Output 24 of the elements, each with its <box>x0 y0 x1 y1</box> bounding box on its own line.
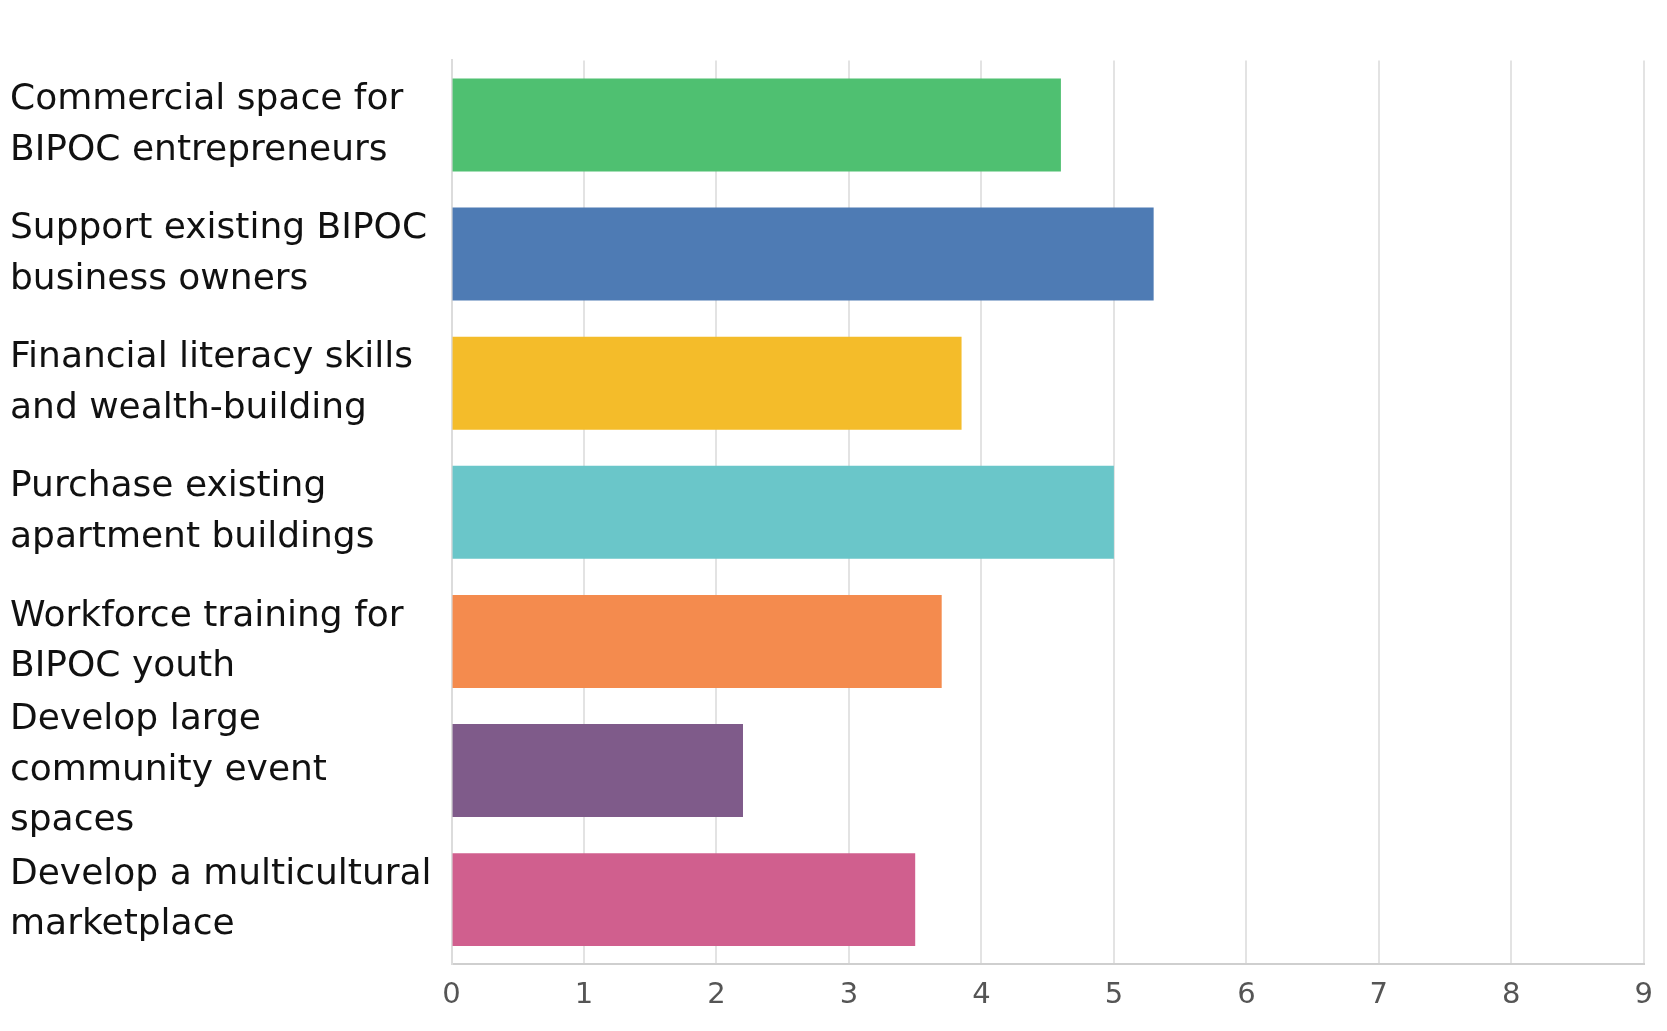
y-tick-label: Develop a multicultural marketplace <box>10 850 432 943</box>
x-tick-label: 2 <box>707 976 726 1011</box>
x-tick-label: 4 <box>972 976 991 1011</box>
x-tick-label: 5 <box>1104 976 1124 1011</box>
bar <box>452 465 1114 559</box>
y-tick-label: Financial literacy skills and wealth-building <box>10 334 414 426</box>
bar <box>452 594 942 688</box>
x-tick-label: 8 <box>1502 976 1521 1011</box>
bar <box>452 853 916 947</box>
x-tick-label: 1 <box>574 976 594 1011</box>
bar <box>452 724 743 818</box>
x-tick-label: 3 <box>839 976 859 1011</box>
y-tick-label: Support existing BIPOC business owners <box>10 205 428 297</box>
bar <box>452 78 1061 172</box>
x-tick-label: 7 <box>1369 976 1389 1011</box>
y-tick-label: Purchase existing apartment buildings <box>10 463 375 555</box>
y-tick-label: Workforce training for BIPOC youth <box>10 592 404 684</box>
bar <box>452 207 1154 301</box>
x-tick-label: 6 <box>1237 976 1256 1011</box>
y-tick-label: Develop large community event spaces <box>10 696 327 839</box>
y-tick-label: Commercial space for BIPOC entrepreneurs <box>10 76 404 168</box>
x-tick-label: 9 <box>1634 976 1653 1011</box>
bar <box>452 336 962 430</box>
x-tick-label: 0 <box>442 976 461 1011</box>
